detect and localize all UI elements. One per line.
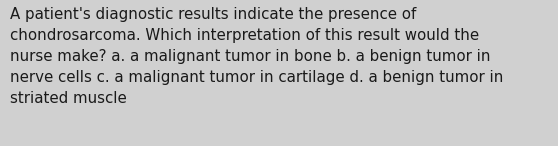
Text: A patient's diagnostic results indicate the presence of
chondrosarcoma. Which in: A patient's diagnostic results indicate … (10, 7, 503, 106)
